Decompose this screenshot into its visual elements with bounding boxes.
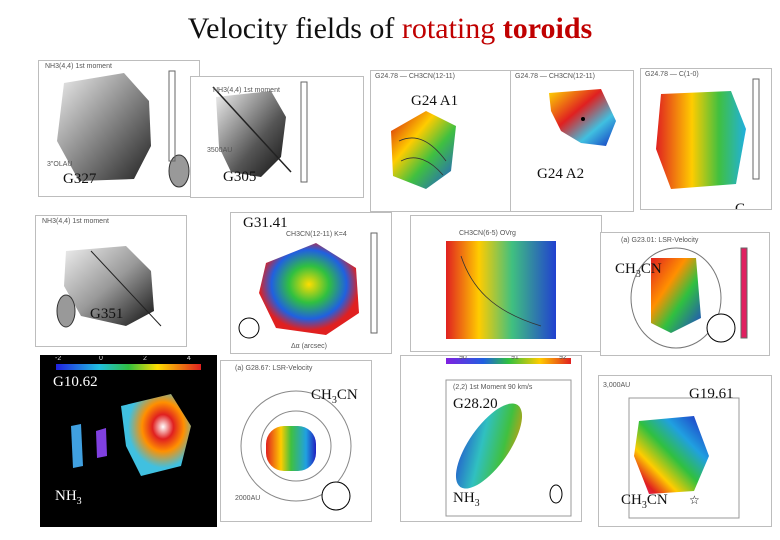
panel-label: C — [735, 201, 746, 210]
colorbar-tick: -2 — [55, 355, 62, 362]
colorbar-tick: 90 — [459, 355, 467, 361]
colorbar-tick: 91 — [511, 355, 519, 361]
panel-label: CH3CN — [311, 387, 358, 406]
panel-label: G327 — [63, 171, 97, 187]
panel-header: (2,2) 1st Moment 90 km/s — [453, 384, 533, 391]
slide-title: Velocity fields of rotating toroids — [187, 12, 593, 45]
svg-text:☆: ☆ — [689, 493, 700, 507]
panel-g327: NH3(4,4) 1st moment 3"OLAU G327 — [38, 60, 200, 197]
panel-g29: CH3CN(6-5) OVrg — [410, 215, 602, 352]
panel-header: G24.78 — CH3CN(12-11) — [375, 73, 456, 80]
scale-bar-label: 3"OLAU — [47, 161, 73, 168]
panel-header: NH3(4,4) 1st moment — [45, 63, 112, 70]
panel-header: G24.78 — CH3CN(12-11) — [515, 73, 596, 80]
panel-label: G351 — [90, 306, 124, 322]
colorbar-tick: 0 — [99, 355, 103, 362]
panel-header: CH3CN(12-11) K=4 — [286, 231, 347, 238]
panel-g28-67: (a) G28.67: LSR-Velocity CH3CN 2000AU — [220, 360, 372, 522]
panel-header: NH3(4,4) 1st moment — [213, 87, 280, 94]
panel-label: G305 — [223, 169, 257, 185]
panel-label: CH3CN — [615, 261, 662, 280]
panel-g351: NH3(4,4) 1st moment G351 — [35, 215, 187, 347]
panel-header: (a) G23.01: LSR-Velocity — [621, 237, 699, 244]
panel-label-secondary: CH3CN — [621, 492, 668, 511]
panel-label: G24 A2 — [537, 166, 585, 182]
panel-g19-61: ☆ 3,000AU G19.61 CH3CN — [598, 375, 772, 527]
panel-g31-41: CH3CN(12-11) K=4 G31.41 Δα (arcsec) — [230, 212, 392, 354]
panel-label: G19.61 — [689, 386, 734, 402]
panel-g305: NH3(4,4) 1st moment 3500AU G305 — [190, 76, 364, 198]
panel-label-secondary: NH3 — [55, 488, 82, 507]
panel-header: G24.78 — C(1-0) — [645, 71, 699, 78]
panel-header: CH3CN(6-5) OVrg — [459, 230, 516, 237]
panel-header: (a) G28.67: LSR-Velocity — [235, 365, 313, 372]
panel-g24-a1: G24.78 — CH3CN(12-11) G24 A1 — [370, 70, 512, 212]
panel-label: G10.62 — [53, 374, 98, 390]
panel-label: G24 A1 — [411, 93, 459, 109]
panel-label: G31.41 — [243, 215, 288, 231]
panel-g24-a2: G24.78 — CH3CN(12-11) G24 A2 — [510, 70, 634, 212]
scale-bar-label: 2000AU — [235, 495, 261, 502]
panel-label: G28.20 — [453, 396, 498, 412]
panel-label-secondary: NH3 — [453, 490, 480, 509]
scale-bar-label: 3500AU — [207, 147, 233, 154]
colorbar-tick: 4 — [187, 355, 191, 362]
panel-g23-01: (a) G23.01: LSR-Velocity CH3CN — [600, 232, 770, 356]
panel-header: NH3(4,4) 1st moment — [42, 218, 109, 225]
scale-bar-label: 3,000AU — [603, 382, 631, 389]
panel-g24-c: G24.78 — C(1-0) C — [640, 68, 772, 210]
panel-g10-62: -2 0 2 4 G10.62 NH3 — [40, 355, 217, 527]
colorbar-tick: 2 — [143, 355, 147, 362]
panel-g28-20: 90 91 92 (2,2) 1st Moment 90 km/s G28.20… — [400, 355, 582, 522]
colorbar-tick: 92 — [559, 355, 567, 361]
axis-label: Δα (arcsec) — [291, 343, 327, 350]
